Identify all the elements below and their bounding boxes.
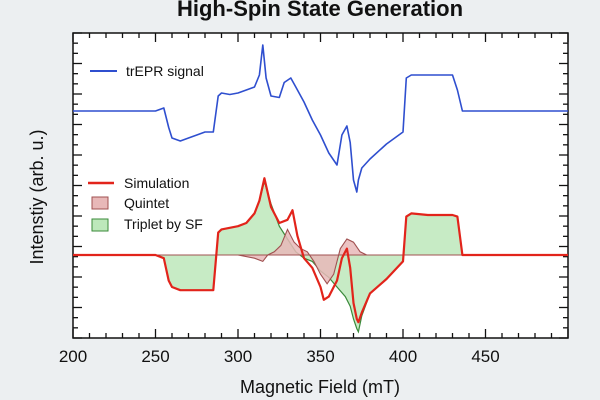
x-tick-label: 350 — [306, 347, 334, 366]
legend-trepr-label: trEPR signal — [126, 63, 204, 79]
trepr-line — [73, 44, 568, 193]
x-tick-label: 250 — [141, 347, 169, 366]
simulation-line — [73, 177, 568, 324]
legend-quintet-swatch — [91, 196, 109, 210]
chart-title: High-Spin State Generation — [177, 0, 463, 21]
legend-quintet-label: Quintet — [124, 195, 169, 211]
series-layer — [73, 44, 568, 334]
legend-triplet-swatch — [91, 218, 109, 232]
x-tick-labels: 200 250 300 350 400 450 — [59, 347, 500, 366]
legend-simulation-label: Simulation — [124, 175, 189, 191]
legend-lower: Simulation Quintet Triplet by SF — [88, 175, 203, 232]
quintet-line — [73, 228, 568, 285]
quintet-area — [73, 229, 568, 284]
x-tick-label: 450 — [471, 347, 499, 366]
x-tick-label: 400 — [389, 347, 417, 366]
x-tick-label: 300 — [224, 347, 252, 366]
axis-ticks — [72, 32, 569, 339]
y-axis-label: Intenstiy (arb. u.) — [27, 129, 47, 264]
x-axis-label: Magnetic Field (mT) — [240, 377, 400, 397]
x-tick-label: 200 — [59, 347, 87, 366]
legend-triplet-label: Triplet by SF — [124, 216, 203, 232]
legend-upper: trEPR signal — [90, 63, 204, 79]
